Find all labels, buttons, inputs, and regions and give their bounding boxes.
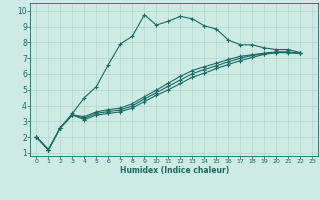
X-axis label: Humidex (Indice chaleur): Humidex (Indice chaleur)	[120, 166, 229, 175]
